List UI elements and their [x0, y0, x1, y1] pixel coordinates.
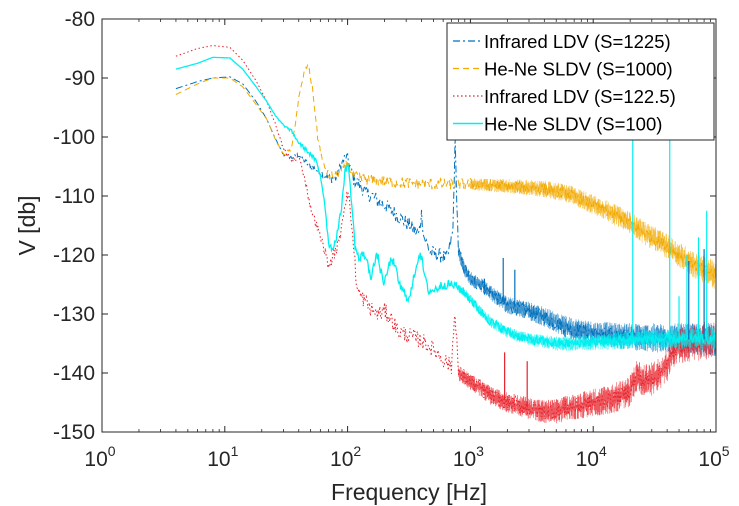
- series-line-1: [175, 76, 717, 347]
- x-tick-label: 100: [84, 443, 115, 471]
- x-axis-title: Frequency [Hz]: [331, 479, 487, 505]
- y-tick-label: -120: [53, 244, 95, 267]
- x-tick-exponent: 2: [353, 443, 361, 459]
- legend-label-1: Infrared LDV (S=1225): [484, 31, 671, 52]
- legend-box: [446, 22, 715, 141]
- x-tick-base: 10: [453, 448, 476, 471]
- legend-label-2: He-Ne SLDV (S=1000): [484, 59, 673, 80]
- x-tick-label: 104: [576, 443, 607, 471]
- y-tick-label: -80: [65, 8, 95, 31]
- x-tick-label: 101: [207, 443, 238, 471]
- x-tick-exponent: 1: [231, 443, 239, 459]
- x-tick-base: 10: [207, 448, 230, 471]
- legend-label-4: He-Ne SLDV (S=100): [484, 114, 662, 135]
- x-tick-base: 10: [698, 448, 721, 471]
- series-noise-band-3: [458, 321, 716, 424]
- x-tick-exponent: 3: [476, 443, 484, 459]
- y-tick-label: -150: [53, 421, 95, 444]
- y-tick-label: -140: [53, 362, 95, 385]
- y-axis-title: V [db]: [14, 195, 40, 255]
- y-tick-label: -130: [53, 303, 95, 326]
- x-tick-base: 10: [576, 448, 599, 471]
- series-noise-band-2: [470, 178, 716, 289]
- x-tick-label: 105: [698, 443, 729, 471]
- x-tick-exponent: 0: [108, 443, 116, 459]
- x-tick-base: 10: [330, 448, 353, 471]
- y-tick-label: -90: [65, 67, 95, 90]
- legend-label-3: Infrared LDV (S=122.5): [484, 86, 676, 107]
- x-tick-label: 103: [453, 443, 484, 471]
- y-tick-label: -100: [53, 126, 95, 149]
- x-tick-exponent: 5: [722, 443, 730, 459]
- axes-box: [101, 18, 717, 433]
- x-tick-label: 102: [330, 443, 361, 471]
- x-tick-base: 10: [84, 448, 107, 471]
- y-tick-label: -110: [55, 185, 95, 208]
- x-tick-exponent: 4: [599, 443, 607, 459]
